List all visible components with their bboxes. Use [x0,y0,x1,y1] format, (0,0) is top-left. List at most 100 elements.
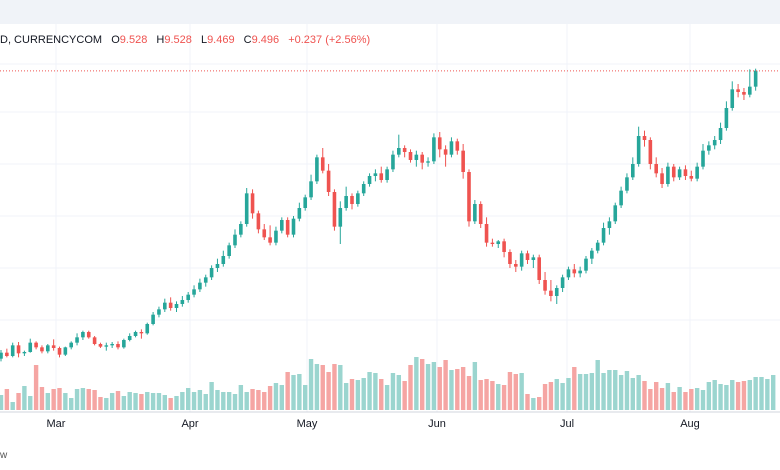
volume-bar [191,392,197,410]
candle-body [221,256,226,264]
footer-strip [0,444,780,470]
candle-body [724,108,729,128]
volume-bar [238,385,244,410]
volume-bar [308,359,314,410]
volume-bar [490,381,495,410]
candle-body [554,288,559,296]
candle-body [543,280,547,291]
volume-bar [472,362,478,410]
volume-bar [700,390,706,410]
volume-bar [724,385,729,410]
candle-body [151,314,155,324]
low-value: 9.469 [207,34,235,46]
volume-bar [39,387,45,410]
candle-body [742,92,746,95]
candle-body [92,337,97,344]
candle-body [426,161,430,163]
candle-body [461,150,465,172]
volume-bar [51,389,56,410]
candle-body [455,141,460,151]
candle-body [63,347,68,355]
candle-body [595,242,600,251]
candle-body [590,250,594,259]
volume-bar [267,386,273,410]
volume-bar [133,393,138,410]
price-chart[interactable]: Mar Apr May Jun Jul Aug [0,24,780,444]
candle-body [654,164,658,174]
candle-body [274,230,278,243]
candlestick-chart-svg[interactable]: Mar Apr May Jun Jul Aug [0,24,780,444]
candle-body [28,342,33,352]
candle-body [5,352,9,356]
volume-bar [583,374,589,410]
low-label: L [200,34,208,46]
candle-body [566,269,571,278]
candle-body [122,340,126,348]
candle-body [46,345,50,352]
volume-bar [771,375,776,410]
volume-bar [28,396,33,410]
candle-body [198,282,202,290]
candle-body [350,196,354,204]
volume-bar [671,392,676,410]
volume-bar [542,384,548,410]
candle-body [607,221,612,228]
volume-bar [765,379,770,410]
volume-bar [285,372,290,410]
volume-bar [531,398,536,410]
volume-bar [127,392,132,410]
ohlc-legend: D, CURRENCYCOM O9.528 H9.528 L9.469 C9.4… [0,34,370,46]
volume-bar [232,394,238,410]
candle-body [215,264,220,268]
candle-body [227,245,231,256]
candle-body [414,154,419,160]
volume-bar [735,382,741,410]
candle-body [613,205,618,222]
candle-body [34,342,38,348]
candle-body [22,352,27,354]
volume-bar [80,388,86,410]
volume-bar [150,393,156,410]
volume-bar [244,392,249,410]
candle-body [180,300,185,304]
volume-bar [203,394,208,410]
volume-bar [630,378,635,410]
candle-body [385,169,389,180]
volume-bar [443,360,448,410]
volume-bar [759,377,764,410]
candle-body [432,137,436,162]
volume-bar [373,373,378,410]
volume-bar [162,395,167,410]
candle-body [256,213,261,230]
candle-body [344,196,348,208]
candle-body [484,224,489,243]
volume-bar [291,375,296,410]
candle-body [391,154,395,170]
candle-body [677,169,682,178]
volume-bar [121,396,127,410]
candle-body [660,173,664,184]
candle-body [373,173,378,176]
change-value: +0.237 (+2.56%) [288,34,371,46]
volume-bar [22,386,27,410]
candle-body [40,347,44,352]
volume-bar [279,385,284,410]
candle-body [753,70,758,87]
volume-bar [683,392,688,410]
volume-bar [16,393,21,410]
candle-body [508,252,512,264]
candle-body [285,220,290,235]
candle-body [186,294,190,300]
high-value: 9.528 [164,34,192,46]
volume-bar [197,390,203,410]
volume-bar [74,389,80,410]
volume-bar [384,385,390,410]
candle-body [712,140,717,146]
volume-bar [390,373,396,410]
candle-body [315,157,319,182]
volume-bar [69,398,74,410]
volume-bar [332,364,337,410]
volume-bar [226,392,232,410]
candle-body [671,166,676,178]
candle-body [514,264,518,267]
